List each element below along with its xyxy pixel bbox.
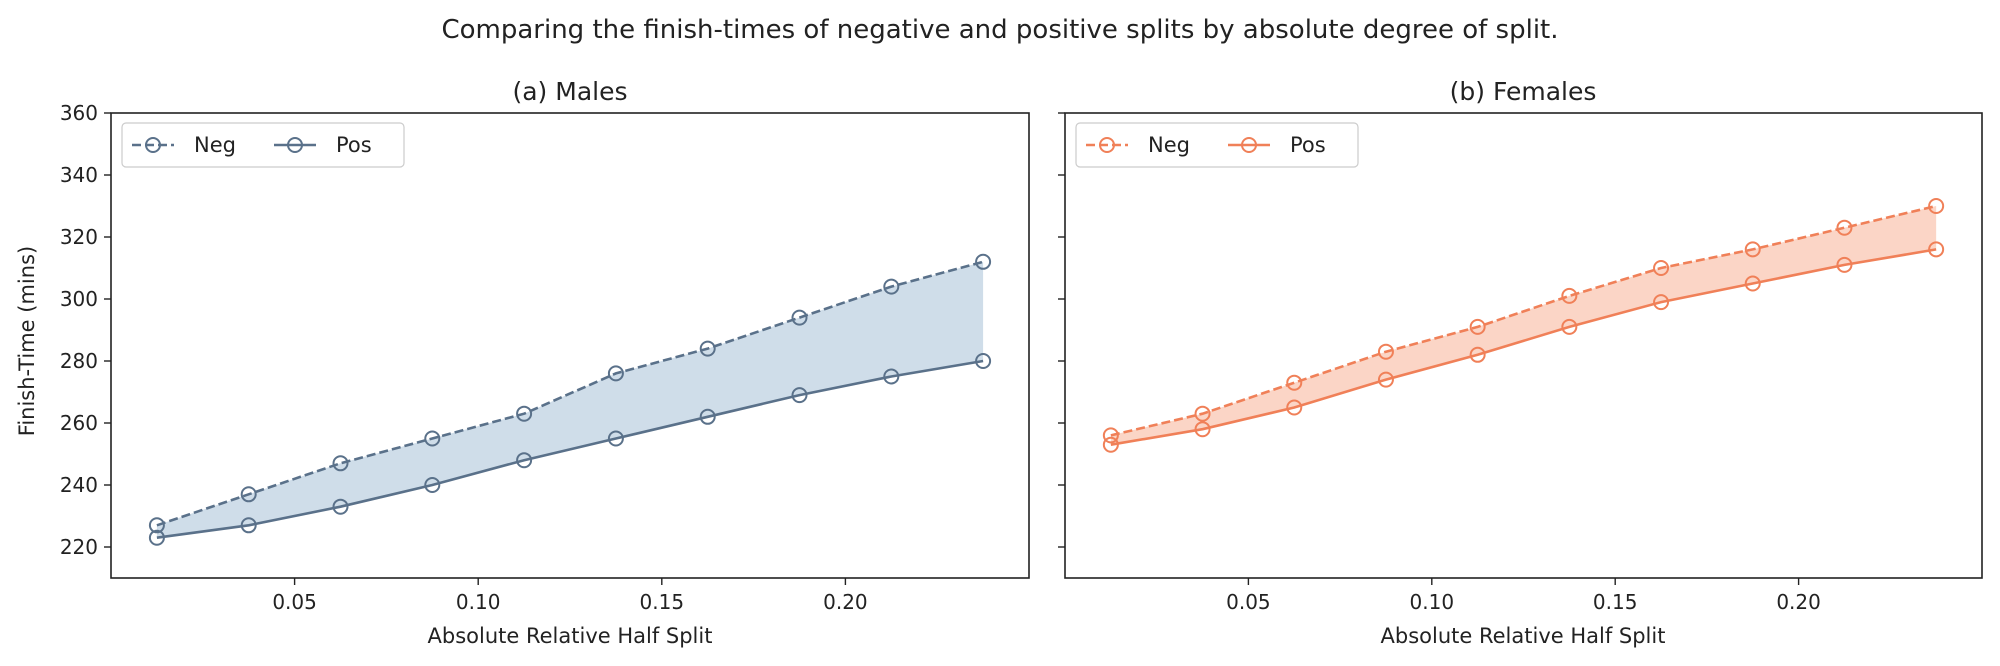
data-point-neg xyxy=(1561,287,1578,304)
y-tick-label: 320 xyxy=(60,225,98,249)
data-point-neg xyxy=(1194,405,1211,422)
x-tick-label: 0.20 xyxy=(1776,590,1821,614)
y-tick-label: 300 xyxy=(60,287,98,311)
x-axis-label-males: Absolute Relative Half Split xyxy=(428,624,713,648)
y-tick-label: 340 xyxy=(60,163,98,187)
legend: Neg Pos xyxy=(121,122,405,168)
data-point-neg xyxy=(1653,260,1670,276)
legend-marker-pos xyxy=(287,137,303,153)
x-tick-label: 0.20 xyxy=(823,590,868,614)
data-point-neg xyxy=(607,365,624,382)
data-point-pos xyxy=(1653,294,1670,311)
data-point-neg xyxy=(1377,343,1394,360)
legend-marker-pos xyxy=(1241,137,1257,153)
data-point-neg xyxy=(883,278,900,295)
data-point-neg xyxy=(1928,198,1945,214)
axes-frame xyxy=(1064,112,1983,579)
legend-label-pos: Pos xyxy=(1290,133,1326,157)
legend-frame xyxy=(121,122,405,168)
axes-frame xyxy=(110,112,1030,579)
data-point-pos xyxy=(791,387,808,404)
data-point-neg xyxy=(1469,318,1486,335)
data-point-neg xyxy=(975,253,992,270)
data-point-neg xyxy=(1744,241,1761,258)
x-tick-label: 0.10 xyxy=(1410,590,1455,614)
y-axis-label-males: Finish-Time (mins) xyxy=(15,246,39,436)
data-point-neg xyxy=(148,517,165,534)
legend-marker-neg xyxy=(1099,137,1115,153)
y-tick-label: 220 xyxy=(60,535,98,559)
data-point-neg xyxy=(1836,219,1853,236)
data-point-pos xyxy=(1561,318,1578,335)
data-point-neg xyxy=(1286,374,1303,391)
data-point-pos xyxy=(516,452,533,469)
series-line-pos xyxy=(156,359,984,539)
fill-between-band xyxy=(156,261,984,538)
data-point-pos xyxy=(1928,241,1945,258)
y-tick-label: 360 xyxy=(60,101,98,125)
x-tick-label: 0.15 xyxy=(1593,590,1638,614)
data-point-pos xyxy=(240,517,257,534)
data-point-pos xyxy=(1836,256,1853,273)
data-point-pos xyxy=(1102,436,1119,453)
fill-between-band xyxy=(1110,206,1937,445)
y-tick-label: 280 xyxy=(60,349,98,373)
data-point-pos xyxy=(1377,371,1394,388)
panel-title-males: (a) Males xyxy=(512,77,627,106)
x-tick-label: 0.05 xyxy=(1226,590,1271,614)
data-point-neg xyxy=(516,405,533,422)
legend: Neg Pos xyxy=(1075,122,1359,168)
data-point-pos xyxy=(1469,346,1486,363)
legend-label-neg: Neg xyxy=(1148,133,1190,157)
data-point-pos xyxy=(1744,275,1761,292)
data-point-pos xyxy=(1194,421,1211,438)
legend-marker-neg xyxy=(145,137,161,153)
x-tick-label: 0.15 xyxy=(640,590,685,614)
data-point-neg xyxy=(332,455,349,472)
series-line-pos xyxy=(1110,248,1937,446)
data-point-pos xyxy=(975,353,992,369)
data-point-pos xyxy=(332,498,349,515)
data-point-neg xyxy=(791,309,808,326)
legend-frame xyxy=(1075,122,1359,168)
data-point-pos xyxy=(883,368,900,385)
figure-title: Comparing the finish-times of negative a… xyxy=(441,15,1558,45)
data-point-neg xyxy=(699,340,716,357)
data-point-pos xyxy=(1286,399,1303,416)
x-tick-label: 0.10 xyxy=(456,590,501,614)
data-point-neg xyxy=(240,486,257,503)
series-line-neg xyxy=(1110,204,1937,437)
y-tick-label: 240 xyxy=(60,473,98,497)
data-point-pos xyxy=(148,529,165,546)
legend-label-pos: Pos xyxy=(336,133,372,157)
legend-label-neg: Neg xyxy=(194,133,236,157)
series-line-neg xyxy=(156,260,984,527)
y-tick-label: 260 xyxy=(60,411,98,435)
data-point-neg xyxy=(1102,427,1119,444)
data-point-pos xyxy=(699,408,716,425)
x-tick-label: 0.05 xyxy=(272,590,317,614)
data-point-pos xyxy=(424,477,441,493)
panel-title-females: (b) Females xyxy=(1450,77,1597,106)
x-axis-label-females: Absolute Relative Half Split xyxy=(1381,624,1666,648)
panel-males: (a) Males Absolute Relative Half Split F… xyxy=(15,77,1030,648)
data-point-pos xyxy=(607,430,624,447)
panel-females: (b) Females Absolute Relative Half Split… xyxy=(1058,77,1983,648)
data-point-neg xyxy=(424,430,441,447)
